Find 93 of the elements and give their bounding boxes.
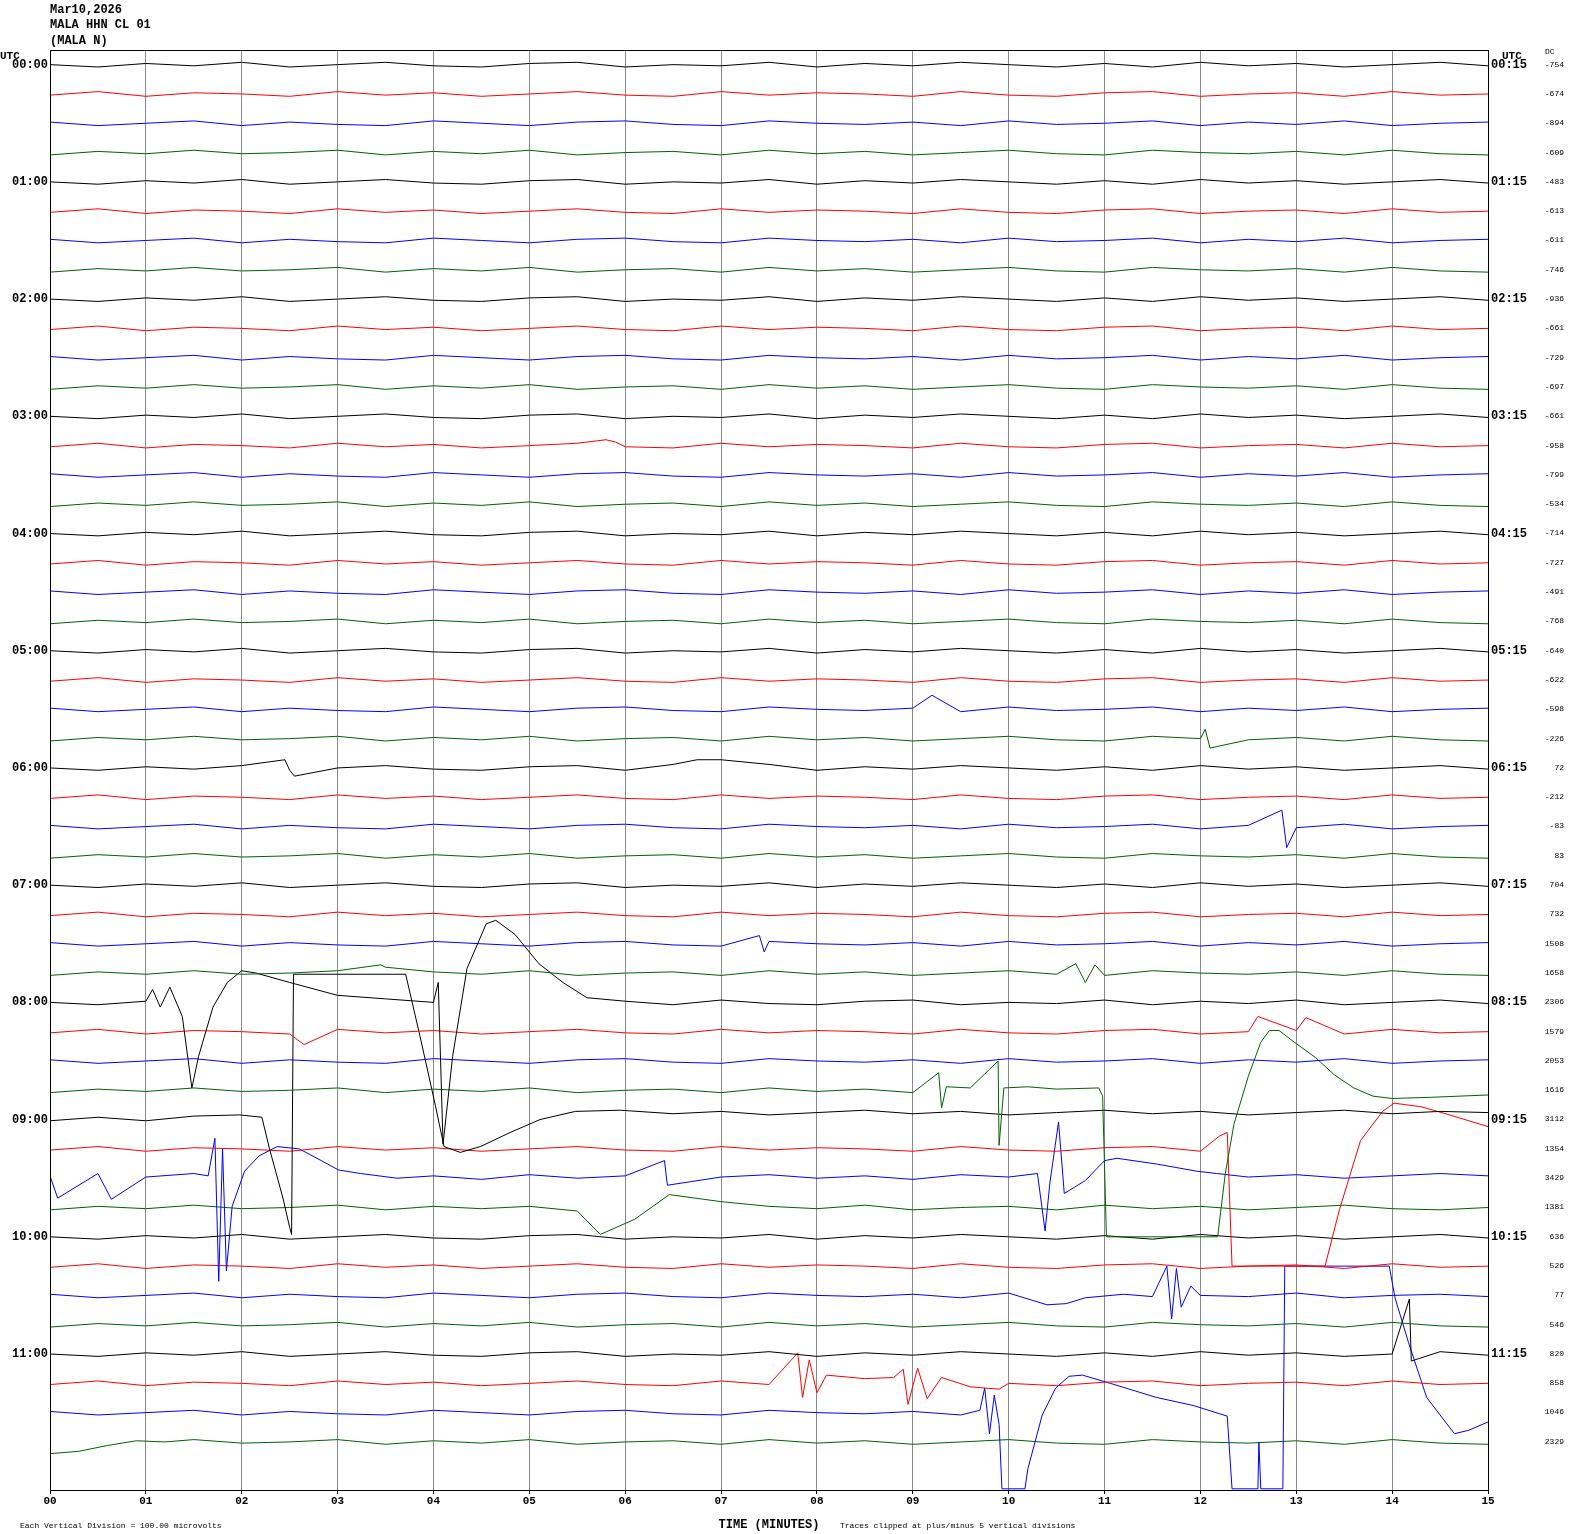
text: -768 <box>1544 616 1564 627</box>
x-tick-label: 06 <box>618 1495 632 1508</box>
text: 1354 <box>1544 1143 1564 1154</box>
x-tick-label: 09 <box>906 1495 920 1508</box>
text: -83 <box>1549 821 1564 832</box>
x-tick-label: 01 <box>139 1495 153 1508</box>
text: -697 <box>1544 381 1564 392</box>
text: 1046 <box>1544 1407 1564 1418</box>
y-tick-label: 02:00 <box>11 292 48 307</box>
text: -936 <box>1544 294 1564 304</box>
text: -534 <box>1544 499 1564 510</box>
text: 77 <box>1554 1290 1564 1301</box>
text: 2306 <box>1544 997 1564 1008</box>
text: 2053 <box>1544 1055 1564 1066</box>
chart-title: Mar10,2026 <box>50 3 123 17</box>
x-tick-label: 13 <box>1289 1495 1304 1508</box>
y-tick-label: 11:00 <box>11 1347 48 1362</box>
text: -598 <box>1544 704 1564 715</box>
x-tick-label: 15 <box>1481 1495 1495 1508</box>
y-tick-label: 03:00 <box>11 409 48 424</box>
text: -674 <box>1544 88 1564 99</box>
text: -894 <box>1544 118 1564 129</box>
text: 704 <box>1549 880 1564 890</box>
text: -746 <box>1544 264 1564 275</box>
text: -754 <box>1544 59 1564 70</box>
text: -613 <box>1544 206 1564 217</box>
text: -727 <box>1544 557 1564 568</box>
text: -714 <box>1544 528 1564 539</box>
x-tick-label: 12 <box>1193 1495 1207 1508</box>
text: -212 <box>1544 792 1564 803</box>
x-tick-label: 10 <box>1002 1495 1016 1508</box>
x-tick-label: 00 <box>43 1495 57 1508</box>
text: 83 <box>1554 850 1564 861</box>
y2-tick-label: 11:15 <box>1491 1347 1528 1362</box>
y2-tick-label: 08:15 <box>1491 995 1528 1010</box>
x-tick-label: 03 <box>331 1495 345 1508</box>
x-tick-label: 02 <box>235 1495 249 1508</box>
text: -611 <box>1544 235 1564 246</box>
y2-tick-label: 07:15 <box>1491 878 1528 893</box>
text: -226 <box>1544 733 1564 744</box>
text: (MALA N) <box>50 34 108 48</box>
y2-tick-label: 06:15 <box>1491 760 1528 775</box>
text: 72 <box>1554 762 1564 773</box>
x-tick-label: 04 <box>426 1495 441 1508</box>
x-tick-label: 14 <box>1385 1495 1400 1508</box>
text: Each Vertical Division = 100.00 microvolts <box>20 1521 222 1531</box>
text: 1658 <box>1544 967 1564 978</box>
y2-tick-label: 10:15 <box>1491 1229 1528 1244</box>
y-tick-label: 09:00 <box>11 1112 48 1127</box>
y-tick-label: 04:00 <box>11 526 48 541</box>
y-tick-label: 06:00 <box>11 760 48 775</box>
text: -622 <box>1544 674 1564 685</box>
y2-tick-label: 04:15 <box>1491 526 1528 541</box>
text: -729 <box>1544 352 1564 363</box>
x-tick-label: 07 <box>714 1495 728 1508</box>
text: -661 <box>1544 411 1564 422</box>
text: DC <box>1545 47 1555 57</box>
text: 820 <box>1549 1348 1564 1359</box>
y-tick-label: 08:00 <box>11 995 48 1010</box>
x-tick-label: 08 <box>810 1495 824 1508</box>
y-tick-label: 01:00 <box>11 174 48 189</box>
text: 858 <box>1549 1378 1564 1389</box>
text: 1381 <box>1544 1202 1564 1213</box>
text: 3112 <box>1544 1114 1564 1125</box>
x-axis-title: TIME (MINUTES) <box>718 1517 820 1532</box>
y-tick-label: 10:00 <box>11 1229 48 1244</box>
y2-tick-label: 02:15 <box>1491 292 1528 307</box>
text: -958 <box>1544 440 1564 451</box>
x-tick-label: 11 <box>1097 1495 1112 1508</box>
x-tick-label: 05 <box>522 1495 537 1508</box>
text: -661 <box>1544 323 1564 334</box>
y2-tick-label: 09:15 <box>1491 1112 1528 1127</box>
text: -799 <box>1544 469 1564 480</box>
text: Traces clipped at plus/minus 5 vertical divisions <box>840 1521 1076 1531</box>
y-tick-label: 07:00 <box>11 878 48 893</box>
text: 636 <box>1549 1231 1564 1242</box>
chart-subtitle: MALA HHN CL 01 <box>50 18 151 32</box>
y2-tick-label: 03:15 <box>1491 409 1528 424</box>
text: -609 <box>1544 147 1564 158</box>
y-tick-label: 05:00 <box>11 643 48 658</box>
y2-tick-label: 01:15 <box>1491 174 1528 189</box>
text: 1579 <box>1544 1026 1564 1037</box>
text: 526 <box>1549 1260 1564 1271</box>
text: -491 <box>1544 587 1564 597</box>
text: 732 <box>1549 909 1564 920</box>
text: 1508 <box>1544 938 1564 949</box>
text: -483 <box>1544 176 1564 187</box>
text: 2329 <box>1544 1436 1564 1447</box>
text: 3429 <box>1544 1173 1564 1183</box>
text: 1616 <box>1544 1085 1564 1096</box>
y2-tick-label: 05:15 <box>1491 643 1528 658</box>
text: 546 <box>1549 1319 1564 1330</box>
text: -640 <box>1544 645 1564 656</box>
